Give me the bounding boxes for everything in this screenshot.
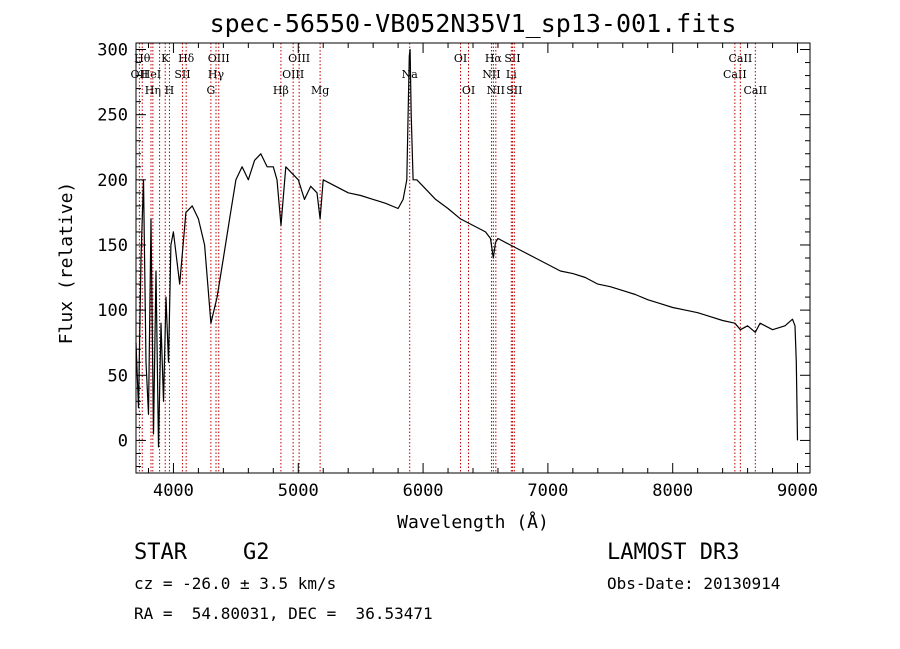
coordinates-text: RA = 54.80031, DEC = 36.53471 <box>134 604 433 623</box>
line-label-20: Hα <box>485 52 503 65</box>
line-label-2: HeI <box>141 68 161 81</box>
line-label-7: SII <box>174 68 190 81</box>
line-label-14: OIII <box>288 52 310 65</box>
line-label-9: G <box>206 84 215 97</box>
line-label-0: OII <box>131 68 149 81</box>
y-tick-label-3: 150 <box>97 236 128 256</box>
line-label-19: NII <box>482 68 500 81</box>
spectrum-line <box>135 48 799 448</box>
line-label-10: Hγ <box>208 68 225 81</box>
line-label-3: Hη <box>145 84 161 97</box>
x-axis-label: Wavelength (Å) <box>397 511 549 533</box>
line-label-24: SII <box>506 84 522 97</box>
y-tick-label-0: 0 <box>118 431 128 451</box>
line-label-26: CaII <box>729 52 753 65</box>
line-label-11: OIII <box>208 52 230 65</box>
x-tick-label-3: 7000 <box>527 481 568 501</box>
line-label-21: NII <box>487 84 505 97</box>
line-label-15: Mg <box>311 84 329 97</box>
y-tick-label-5: 250 <box>97 106 128 126</box>
x-tick-label-5: 9000 <box>777 481 818 501</box>
y-tick-label-2: 100 <box>97 301 128 321</box>
line-label-5: K <box>161 52 170 65</box>
line-label-23: SII <box>504 52 520 65</box>
x-tick-label-2: 6000 <box>403 481 444 501</box>
object-subclass: G2 <box>243 540 270 565</box>
line-label-25: CaII <box>723 68 747 81</box>
obs-date-text: Obs-Date: 20130914 <box>607 574 781 593</box>
redshift-text: cz = -26.0 ± 3.5 km/s <box>134 574 337 593</box>
chart-title: spec-56550-VB052N35V1_sp13-001.fits <box>210 9 737 38</box>
survey-label: LAMOST DR3 <box>607 540 740 565</box>
line-label-6: H <box>165 84 175 97</box>
y-tick-label-4: 200 <box>97 171 128 191</box>
y-axis-label: Flux (relative) <box>56 182 77 345</box>
x-tick-label-0: 4000 <box>153 481 194 501</box>
line-label-27: CaII <box>743 84 767 97</box>
object-class: STAR <box>134 540 187 565</box>
line-label-1: Hθ <box>134 52 151 65</box>
line-label-22: Li <box>506 68 517 81</box>
y-tick-label-6: 300 <box>97 41 128 61</box>
plot-frame <box>135 42 811 474</box>
line-label-13: OIII <box>282 68 304 81</box>
x-tick-label-1: 5000 <box>278 481 319 501</box>
line-label-18: OI <box>462 84 475 97</box>
line-label-8: Hδ <box>178 52 195 65</box>
x-tick-label-4: 8000 <box>652 481 693 501</box>
y-tick-label-1: 50 <box>108 366 128 386</box>
line-label-12: Hβ <box>273 84 289 97</box>
line-label-17: OI <box>454 52 467 65</box>
